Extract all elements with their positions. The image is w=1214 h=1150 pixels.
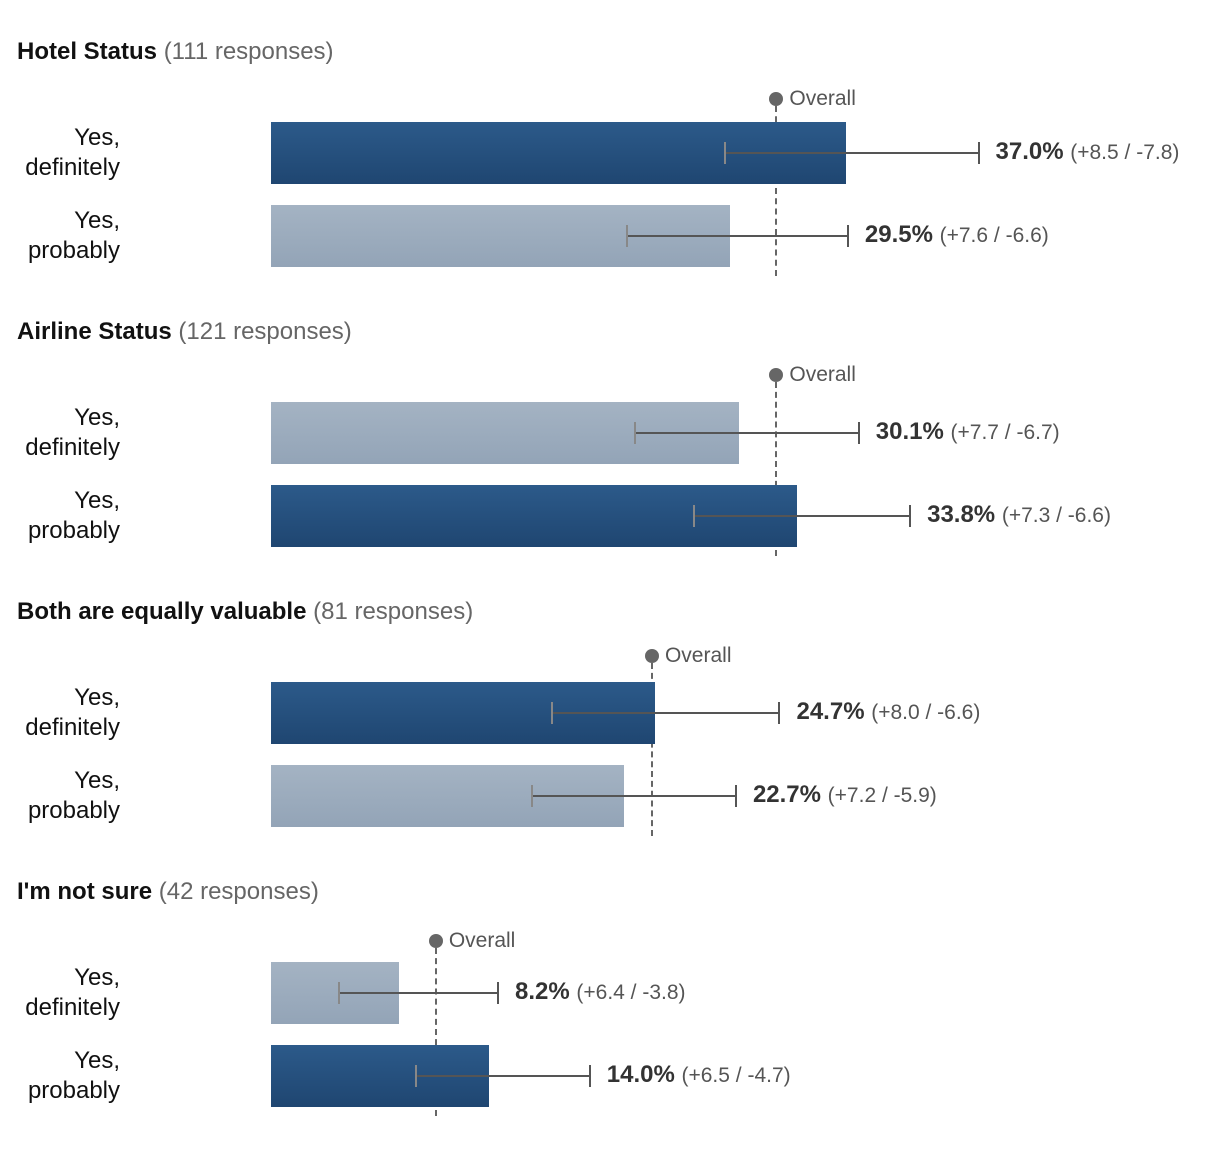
overall-marker-dot <box>769 92 784 106</box>
value-percent: 37.0% <box>995 138 1064 165</box>
row-label-line2: probably <box>27 517 120 544</box>
row-label: Yes, definitely <box>0 963 120 1023</box>
error-bar-cap-low <box>692 505 695 527</box>
value-label: 37.0% (+8.5 / -7.8) <box>996 138 1180 166</box>
row-label-line2: definitely <box>25 994 120 1021</box>
row-label: Yes, definitely <box>0 123 120 183</box>
error-bar-line <box>532 795 736 797</box>
error-bar-cap-high <box>846 225 849 247</box>
row-label-line2: definitely <box>25 434 120 461</box>
row-label: Yes, probably <box>0 206 120 266</box>
group-response-count: (111 responses) <box>163 38 334 65</box>
group-title: Both are equally valuable (81 responses) <box>17 598 473 626</box>
row-label-line1: Yes, <box>74 1047 120 1074</box>
error-bar-cap-low <box>414 1065 417 1087</box>
value-percent: 24.7% <box>796 698 865 725</box>
group-response-count: (42 responses) <box>158 878 319 905</box>
row-label-line2: probably <box>27 237 120 264</box>
row-label-line1: Yes, <box>74 767 120 794</box>
overall-line <box>650 663 653 836</box>
value-label: 29.5% (+7.6 / -6.6) <box>865 221 1049 249</box>
value-percent: 22.7% <box>752 781 821 808</box>
value-percent: 30.1% <box>875 418 944 445</box>
overall-label: Overall <box>789 363 856 386</box>
error-bar-line <box>339 992 499 994</box>
row-label-line2: definitely <box>25 154 120 181</box>
error-bar-cap-low <box>551 702 554 724</box>
row-label: Yes, probably <box>0 766 120 826</box>
row-label-line2: definitely <box>25 714 120 741</box>
row-label-line1: Yes, <box>74 207 120 234</box>
error-bar-line <box>693 515 911 517</box>
overall-label: Overall <box>789 87 856 110</box>
group-name: I'm not sure <box>17 878 153 905</box>
row-label: Yes, probably <box>0 1046 120 1106</box>
overall-label: Overall <box>448 929 516 952</box>
value-confidence-interval: (+7.6 / -6.6) <box>939 224 1049 247</box>
row-label-line1: Yes, <box>74 487 120 514</box>
group-response-count: (121 responses) <box>178 318 352 345</box>
error-bar-cap-high <box>734 785 737 807</box>
row-label-line1: Yes, <box>74 684 120 711</box>
error-bar-cap-low <box>724 142 727 164</box>
value-confidence-interval: (+7.7 / -6.7) <box>950 421 1060 444</box>
row-label-line2: probably <box>27 1077 120 1104</box>
value-label: 33.8% (+7.3 / -6.6) <box>927 501 1111 529</box>
overall-marker-dot <box>769 368 784 382</box>
value-label: 8.2% (+6.4 / -3.8) <box>515 978 686 1006</box>
row-label: Yes, probably <box>0 486 120 546</box>
error-bar-line <box>627 235 848 237</box>
value-label: 22.7% (+7.2 / -5.9) <box>753 781 937 809</box>
group-name: Airline Status <box>17 318 172 345</box>
overall-marker-dot <box>644 649 659 663</box>
overall-line <box>434 948 437 1116</box>
group-response-count: (81 responses) <box>313 598 474 625</box>
error-bar-cap-high <box>857 422 860 444</box>
group-title: Airline Status (121 responses) <box>17 318 352 346</box>
error-bar-line <box>552 712 780 714</box>
value-percent: 29.5% <box>864 221 933 248</box>
value-label: 24.7% (+8.0 / -6.6) <box>796 698 980 726</box>
error-bar-line <box>725 152 979 154</box>
error-bar-cap-low <box>633 422 636 444</box>
value-confidence-interval: (+7.3 / -6.6) <box>1001 504 1111 527</box>
overall-label: Overall <box>664 644 732 667</box>
overall-line <box>775 106 778 276</box>
value-percent: 14.0% <box>606 1061 675 1088</box>
value-label: 30.1% (+7.7 / -6.7) <box>876 418 1060 446</box>
value-label: 14.0% (+6.5 / -4.7) <box>607 1061 791 1089</box>
error-bar-cap-high <box>588 1065 591 1087</box>
value-percent: 33.8% <box>927 501 996 528</box>
value-confidence-interval: (+6.5 / -4.7) <box>681 1064 791 1087</box>
row-label: Yes, definitely <box>0 683 120 743</box>
value-percent: 8.2% <box>515 978 570 1005</box>
value-confidence-interval: (+6.4 / -3.8) <box>576 981 686 1004</box>
value-confidence-interval: (+8.5 / -7.8) <box>1070 141 1180 164</box>
group-title: Hotel Status (111 responses) <box>17 38 334 66</box>
row-label-line1: Yes, <box>74 124 120 151</box>
overall-line <box>775 382 778 556</box>
value-confidence-interval: (+8.0 / -6.6) <box>871 701 981 724</box>
row-label-line1: Yes, <box>74 964 120 991</box>
row-label: Yes, definitely <box>0 403 120 463</box>
error-bar-cap-high <box>977 142 980 164</box>
value-confidence-interval: (+7.2 / -5.9) <box>827 784 937 807</box>
error-bar-line <box>634 432 859 434</box>
error-bar-cap-low <box>338 982 341 1004</box>
group-name: Hotel Status <box>17 38 158 65</box>
error-bar-cap-high <box>497 982 500 1004</box>
error-bar-line <box>415 1075 590 1077</box>
error-bar-cap-low <box>531 785 534 807</box>
overall-marker-dot <box>428 934 443 948</box>
group-title: I'm not sure (42 responses) <box>17 878 319 906</box>
error-bar-cap-high <box>909 505 912 527</box>
error-bar-cap-low <box>626 225 629 247</box>
row-label-line2: probably <box>27 797 120 824</box>
row-label-line1: Yes, <box>74 404 120 431</box>
group-name: Both are equally valuable <box>17 598 307 625</box>
error-bar-cap-high <box>778 702 781 724</box>
